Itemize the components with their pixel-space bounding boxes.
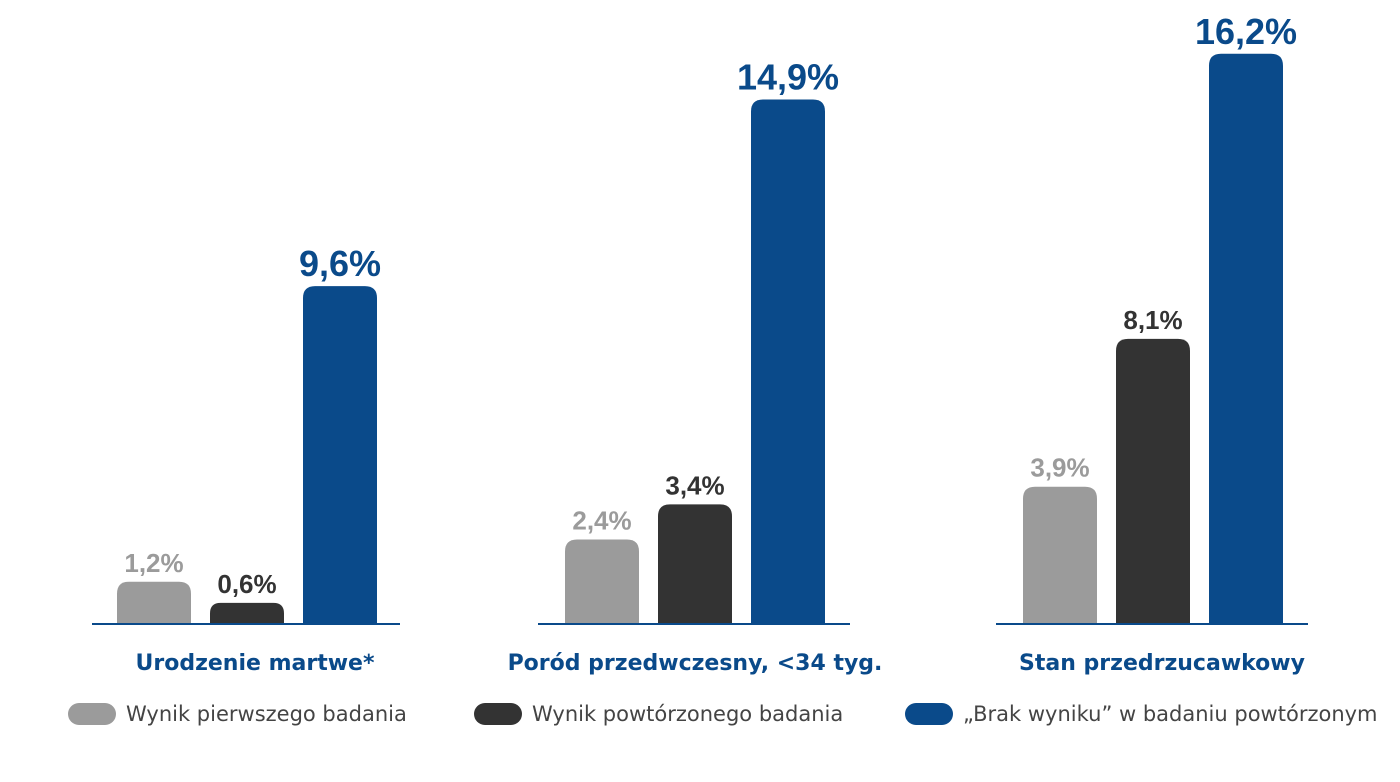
legend-swatch-first-test [68,703,116,725]
value-label-cat3-series3: 16,2% [1195,11,1297,52]
value-label-cat3-series1: 3,9% [1030,453,1089,483]
bar-cat1-series2 [210,602,284,624]
value-label-cat1-series3: 9,6% [299,243,381,284]
legend-item-repeat-test: Wynik powtórzonego badania [474,697,843,731]
value-label-cat2-series1: 2,4% [572,506,631,536]
bar-cat1-series1 [117,581,191,624]
legend-label-first-test: Wynik pierwszego badania [126,702,407,726]
value-label-cat2-series3: 14,9% [737,57,839,98]
value-label-cat1-series2: 0,6% [217,569,276,599]
bar-cat2-series1 [565,539,639,624]
category-label-1: Urodzenie martwe* [136,651,375,676]
value-label-cat2-series2: 3,4% [665,470,724,500]
value-label-cat3-series2: 8,1% [1123,305,1182,335]
legend-label-repeat-test: Wynik powtórzonego badania [532,702,844,726]
category-label-2: Poród przedwczesny, <34 tyg. [508,651,883,676]
legend-label-no-result: „Brak wyniku” w badaniu powtórzonym [963,702,1378,726]
category-label-3: Stan przedrzucawkowy [1019,651,1305,676]
legend-swatch-repeat-test [474,703,522,725]
value-label-cat1-series1: 1,2% [124,548,183,578]
legend-item-first-test: Wynik pierwszego badania [68,697,407,731]
bar-cat3-series3 [1209,53,1283,624]
legend: Wynik pierwszego badania Wynik powtórzon… [0,697,1400,731]
legend-swatch-no-result [905,703,953,725]
bar-chart: 1,2% 0,6% 9,6% Urodzenie martwe* 2,4% 3,4% 14,… [92,11,1308,676]
bar-cat3-series2 [1116,338,1190,624]
bar-cat2-series2 [658,504,732,624]
legend-item-no-result: „Brak wyniku” w badaniu powtórzonym [905,697,1378,731]
bar-cat3-series1 [1023,486,1097,624]
bar-cat1-series3 [303,286,377,624]
bar-cat2-series3 [751,99,825,624]
